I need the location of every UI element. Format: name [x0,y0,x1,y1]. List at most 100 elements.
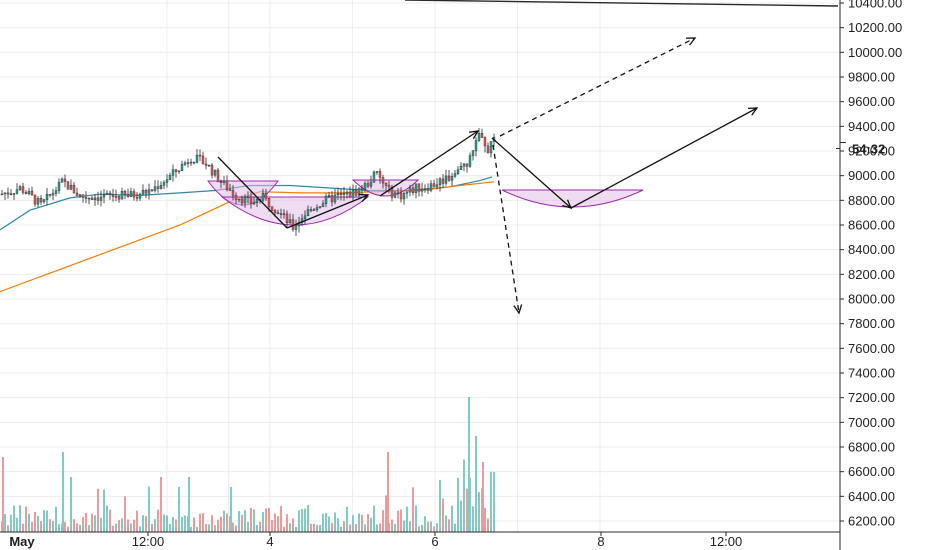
volume-bar [250,507,252,532]
candle-body [420,188,424,192]
candle [453,170,457,179]
volume-bar [331,522,333,532]
volume-bar-spike [62,452,64,532]
volume-bar [307,505,309,532]
candle-body [444,175,448,184]
volume-bar [334,512,336,532]
candle [471,149,475,161]
candle-body [402,193,406,200]
arrow-up-1 [286,194,369,229]
volume-bar [304,508,306,532]
volume-bar [373,505,375,532]
volume-bar [145,516,147,532]
volume-bar [4,514,6,532]
candle [225,175,229,192]
candle-body [360,187,364,190]
arrow-dashed-down [492,144,520,314]
candle-body [318,206,322,208]
candle-body [123,191,127,195]
volume-bar [262,512,264,532]
volume-bar [292,518,294,532]
candle-body [51,193,55,196]
cup-small-right [351,179,420,197]
candle-body [150,189,154,191]
candle [78,194,82,199]
volume-bar [115,523,117,532]
candle [351,184,355,201]
candle-body [486,145,490,154]
time-tick-label: May [9,534,35,549]
arrow-down-2 [491,137,572,209]
candle-body [264,192,268,199]
volume-bar [175,519,177,532]
volume-bar [367,513,369,532]
candle [348,186,352,199]
candle-body [339,193,343,195]
candle-body [192,161,196,164]
candle [105,190,109,196]
volume-bar [436,523,438,532]
candle-body [219,181,223,183]
price-tick-label: 8600.00 [848,218,895,233]
volume-bar [382,510,384,532]
candle-body [69,184,73,190]
arrow-up-2 [379,130,479,197]
candle [288,213,292,225]
candle-body [381,177,385,184]
candle-body [54,190,58,194]
candle-body [177,170,181,172]
candle [441,174,445,188]
volume-bar [364,524,366,532]
candle [0,190,4,196]
candle-body [180,164,184,171]
moving-average-slow-line [0,181,495,293]
candle-body [456,169,460,174]
candle-body [183,162,187,165]
candle-body [399,192,403,200]
candle [57,178,61,194]
candle-body [216,169,220,182]
candle-body [405,191,409,194]
volume-bar [103,489,105,532]
candle [315,204,319,213]
candle [219,179,223,189]
volume-bar [76,523,78,532]
volume-bar [217,519,219,532]
candle [201,151,205,165]
candle-body [153,186,157,191]
candle [39,195,43,205]
candle-body [39,197,43,203]
volume-bar [319,524,321,532]
candle [324,193,328,208]
candle [384,182,388,191]
candle [72,181,76,194]
candle [363,181,367,192]
volume-bar [349,524,351,532]
candle-body [447,175,451,181]
candle-body [282,213,286,215]
candle-body [252,202,256,205]
candle-body [231,190,235,196]
candle-body [57,182,61,191]
candle-body [426,188,430,191]
candle-body [480,132,484,138]
volume-bar [223,510,225,532]
candle-body [198,154,202,157]
candle-body [72,184,76,194]
volume-bar [454,523,456,532]
candle [333,189,337,205]
time-tick-label: 12:00 [710,534,743,549]
candle [336,187,340,200]
candle-body [369,181,373,187]
price-tick-label: 7600.00 [848,341,895,356]
candle-body [357,187,361,196]
volume-bar [274,513,276,532]
volume-bar [157,509,159,532]
candle [354,185,358,197]
candle [477,127,481,143]
time-tick-label: 4 [266,534,273,549]
volume-bar [397,510,399,532]
candle [228,183,232,192]
cup-large [220,196,370,226]
